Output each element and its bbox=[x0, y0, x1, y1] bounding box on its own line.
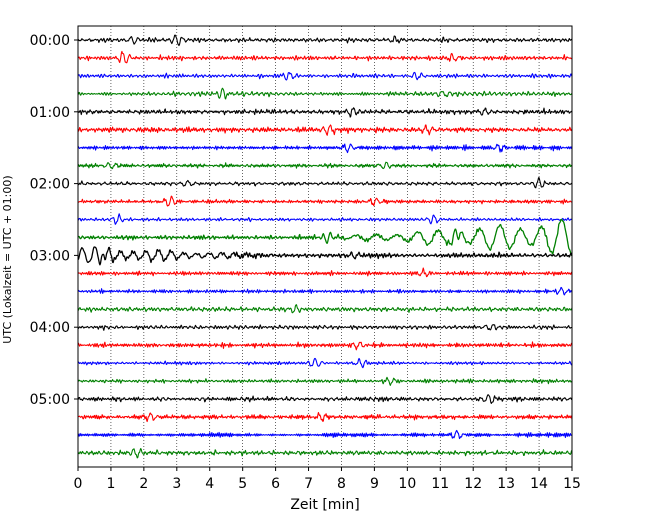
y-tick-label: 05:00 bbox=[30, 392, 70, 408]
trace-0445 bbox=[77, 376, 573, 386]
trace-0300 bbox=[77, 246, 573, 266]
x-tick-label: 8 bbox=[337, 476, 346, 492]
y-tick-label: 02:00 bbox=[30, 177, 70, 193]
x-tick-label: 7 bbox=[304, 476, 313, 492]
trace-0315 bbox=[77, 267, 573, 278]
trace-0015 bbox=[77, 50, 573, 64]
trace-group bbox=[77, 34, 573, 459]
trace-0245 bbox=[77, 218, 573, 257]
trace-0530 bbox=[77, 429, 573, 440]
x-tick-label: 12 bbox=[464, 476, 482, 492]
x-tick-label: 13 bbox=[497, 476, 515, 492]
trace-0430 bbox=[77, 357, 573, 369]
x-tick-label: 11 bbox=[431, 476, 449, 492]
x-tick-label: 4 bbox=[205, 476, 214, 492]
y-tick-label: 03:00 bbox=[30, 248, 70, 264]
trace-0545 bbox=[77, 448, 573, 459]
trace-0130 bbox=[77, 143, 573, 154]
trace-0415 bbox=[77, 341, 573, 351]
trace-0115 bbox=[77, 124, 573, 136]
trace-0500 bbox=[77, 394, 573, 404]
x-axis: 0 1 2 3 4 5 6 7 8 9 10 11 12 13 14 15 bbox=[74, 467, 581, 492]
x-tick-label: 14 bbox=[530, 476, 548, 492]
trace-0215 bbox=[77, 195, 573, 207]
trace-0400 bbox=[77, 324, 573, 331]
trace-0145 bbox=[77, 161, 573, 170]
trace-0045 bbox=[77, 87, 573, 100]
trace-0345 bbox=[77, 304, 573, 314]
trace-0000 bbox=[77, 34, 573, 47]
trace-0200 bbox=[77, 177, 573, 189]
x-tick-label: 15 bbox=[563, 476, 581, 492]
y-tick-label: 04:00 bbox=[30, 320, 70, 336]
x-tick-label: 3 bbox=[172, 476, 181, 492]
y-axis-label: UTC (Lokalzeit = UTC + 01:00) bbox=[1, 175, 14, 343]
plot-frame bbox=[77, 25, 573, 468]
x-tick-label: 6 bbox=[271, 476, 280, 492]
x-tick-label: 5 bbox=[238, 476, 247, 492]
x-axis-label: Zeit [min] bbox=[290, 497, 359, 513]
trace-0515 bbox=[77, 411, 573, 423]
x-tick-label: 0 bbox=[74, 476, 83, 492]
x-tick-label: 1 bbox=[106, 476, 115, 492]
x-tick-label: 9 bbox=[370, 476, 379, 492]
trace-0330 bbox=[77, 286, 573, 296]
x-tick-label: 10 bbox=[398, 476, 416, 492]
trace-0230 bbox=[77, 213, 573, 225]
y-tick-label: 01:00 bbox=[30, 105, 70, 121]
y-tick-label: 00:00 bbox=[30, 33, 70, 49]
y-axis: 00:00 01:00 02:00 03:00 04:00 05:00 bbox=[30, 33, 78, 408]
x-tick-label: 2 bbox=[139, 476, 148, 492]
trace-0100 bbox=[77, 107, 573, 118]
trace-0030 bbox=[77, 71, 573, 81]
